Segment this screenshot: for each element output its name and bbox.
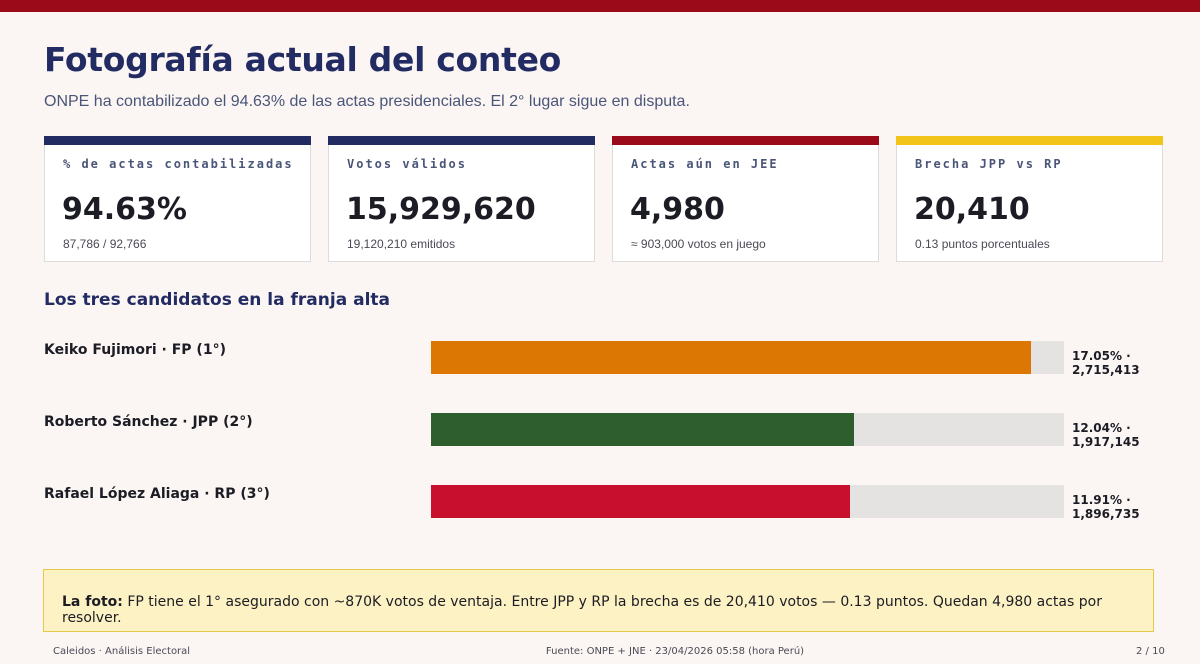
top-accent-bar: [0, 0, 1200, 12]
kpi-card-actas: % de actas contabilizadas 94.63% 87,786 …: [44, 136, 311, 262]
kpi-accent: [612, 136, 879, 145]
kpi-label: % de actas contabilizadas: [63, 157, 294, 171]
summary-note: La foto: FP tiene el 1° asegurado con ~8…: [43, 569, 1154, 632]
kpi-value: 20,410: [914, 192, 1030, 227]
footer-page-number: 2 / 10: [1136, 646, 1165, 657]
kpi-accent: [896, 136, 1163, 145]
candidate-name: Keiko Fujimori · FP (1°): [44, 342, 226, 358]
kpi-sub: 19,120,210 emitidos: [347, 237, 456, 251]
bar-fill: [431, 341, 1031, 374]
page-title: Fotografía actual del conteo: [44, 40, 562, 79]
kpi-card-brecha: Brecha JPP vs RP 20,410 0.13 puntos porc…: [896, 136, 1163, 262]
footer-source: Fuente: ONPE + JNE · 23/04/2026 05:58 (h…: [545, 646, 805, 657]
bar-fill: [431, 413, 855, 446]
kpi-label: Actas aún en JEE: [631, 157, 779, 171]
note-body: FP tiene el 1° asegurado con ~870K votos…: [62, 594, 1102, 626]
kpi-sub: ≈ 903,000 votos en juego: [631, 237, 766, 251]
kpi-card-jee: Actas aún en JEE 4,980 ≈ 903,000 votos e…: [612, 136, 879, 262]
bar-track: [431, 413, 1064, 446]
kpi-sub: 87,786 / 92,766: [63, 237, 147, 251]
note-lead: La foto:: [62, 594, 123, 610]
bar-fill: [431, 485, 850, 518]
bar-track: [431, 485, 1064, 518]
kpi-value: 94.63%: [62, 192, 187, 227]
note-text: La foto: FP tiene el 1° asegurado con ~8…: [62, 594, 1153, 626]
kpi-label: Votos válidos: [347, 157, 467, 171]
bar-data-label: 17.05% · 2,715,413: [1072, 349, 1140, 377]
kpi-label: Brecha JPP vs RP: [915, 157, 1063, 171]
kpi-accent: [328, 136, 595, 145]
bar-track: [431, 341, 1064, 374]
kpi-card-votos: Votos válidos 15,929,620 19,120,210 emit…: [328, 136, 595, 262]
kpi-value: 15,929,620: [346, 192, 536, 227]
candidate-name: Rafael López Aliaga · RP (3°): [44, 486, 270, 502]
kpi-value: 4,980: [630, 192, 725, 227]
footer-brand: Caleidos · Análisis Electoral: [53, 646, 191, 657]
page-subtitle: ONPE ha contabilizado el 94.63% de las a…: [44, 93, 690, 110]
candidate-name: Roberto Sánchez · JPP (2°): [44, 414, 253, 430]
section-title: Los tres candidatos en la franja alta: [44, 290, 390, 310]
bar-data-label: 11.91% · 1,896,735: [1072, 493, 1140, 521]
bar-data-label: 12.04% · 1,917,145: [1072, 421, 1140, 449]
kpi-accent: [44, 136, 311, 145]
kpi-sub: 0.13 puntos porcentuales: [915, 237, 1050, 251]
